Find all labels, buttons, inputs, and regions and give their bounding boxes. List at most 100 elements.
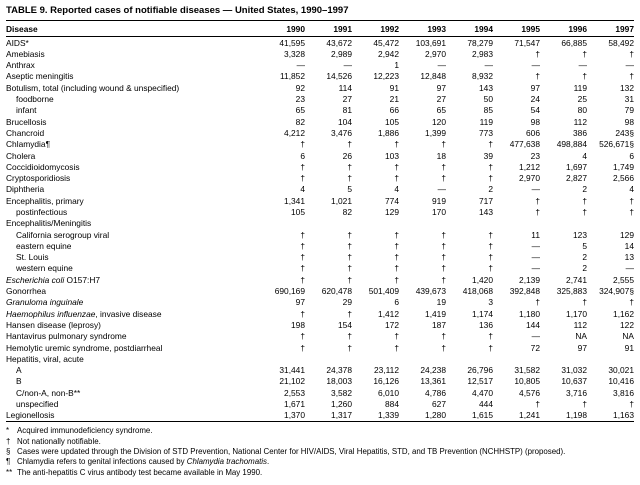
case-count: † — [347, 252, 352, 263]
disease-name: C/non-A, non-B** — [16, 387, 81, 398]
case-count: 1,399 — [425, 127, 446, 138]
case-count: † — [394, 252, 399, 263]
case-count: — — [531, 331, 540, 342]
case-count — [446, 353, 493, 364]
table-row: Hemolytic uremic syndrome, postdiarrheal… — [6, 342, 634, 353]
case-count: 2 — [582, 263, 587, 274]
case-count: 1,749 — [613, 161, 634, 172]
case-count: 12,848 — [420, 71, 446, 82]
case-count: † — [300, 252, 305, 263]
notifiable-diseases-table: Disease 1990 1991 1992 1993 1994 1995 1996 1997 … — [6, 20, 634, 423]
case-count — [305, 218, 352, 229]
case-count — [446, 218, 493, 229]
case-count: † — [582, 195, 587, 206]
case-count: 2 — [582, 252, 587, 263]
case-count — [587, 353, 634, 364]
case-count: 1,021 — [331, 195, 352, 206]
case-count: 114 — [338, 82, 352, 93]
case-count: 12,223 — [373, 71, 399, 82]
case-count: 4 — [300, 184, 305, 195]
column-header-year-1994: 1994 — [446, 20, 493, 37]
case-count: 14 — [624, 240, 634, 251]
case-count: 31,032 — [561, 365, 587, 376]
disease-name: Granuloma inguinale — [6, 297, 84, 308]
case-count: 1,170 — [566, 308, 587, 319]
footnote-marker: ** — [6, 467, 13, 477]
case-count: NA — [622, 331, 634, 342]
disease-name: Hemolytic uremic syndrome, postdiarrheal — [6, 342, 163, 353]
case-count: 1,317 — [331, 410, 352, 421]
case-count: 80 — [577, 105, 587, 116]
case-count: 439,673 — [415, 286, 446, 297]
table-row: Chancroid 4,212 3,476 1,886 1,399 773 606 386 24… — [6, 127, 634, 138]
table-row: Brucellosis 82 104 105 120 119 98 112 98 — [6, 116, 634, 127]
case-count: † — [394, 342, 399, 353]
case-count: 24 — [530, 94, 540, 105]
disease-name: Brucellosis — [6, 116, 47, 127]
case-count: 143 — [479, 207, 493, 217]
case-count — [352, 218, 399, 229]
case-count: 30,021 — [608, 365, 634, 376]
case-count: † — [535, 207, 540, 217]
footnote-marker: § — [6, 446, 11, 456]
case-count — [493, 353, 540, 364]
case-count: 12,517 — [467, 376, 493, 387]
disease-name: Chlamydia¶ — [6, 139, 51, 150]
footnote-text: Not nationally notifiable. — [17, 436, 101, 446]
case-count: † — [347, 229, 352, 240]
case-count: 1,615 — [472, 410, 493, 421]
case-count: 31,582 — [514, 365, 540, 376]
case-count: † — [394, 173, 399, 184]
case-count: † — [535, 48, 540, 59]
case-count: † — [582, 48, 587, 59]
case-count: — — [531, 184, 540, 195]
case-count: † — [300, 229, 305, 240]
table-row: postinfectious 105 82 129 170 143 † † † — [6, 206, 634, 217]
table-row: Cholera 6 26 103 18 39 23 4 6 — [6, 150, 634, 161]
case-count: 98 — [624, 116, 634, 127]
table-row: infant 65 81 66 65 85 54 80 79 — [6, 105, 634, 116]
case-count: † — [488, 252, 493, 263]
case-count: † — [629, 297, 634, 308]
case-count: † — [441, 252, 446, 263]
case-count: † — [300, 173, 305, 184]
case-count: † — [347, 173, 352, 184]
case-count: 1,886 — [378, 127, 399, 138]
table-row: Escherichia coli O157:H7 † † † † 1,420 2,139 2,… — [6, 274, 634, 285]
case-count: † — [394, 274, 399, 285]
disease-name: Diphtheria — [6, 184, 45, 195]
case-count: 24,238 — [420, 365, 446, 376]
case-count: † — [347, 139, 352, 150]
disease-name: Encephalitis, primary — [6, 195, 84, 206]
case-count: 6,010 — [378, 387, 399, 398]
case-count: † — [535, 195, 540, 206]
case-count: 43,672 — [326, 37, 352, 48]
disease-name: Cryptosporidiosis — [6, 173, 71, 184]
column-header-year-1997: 1997 — [587, 20, 634, 37]
disease-name: B — [16, 376, 22, 387]
case-count: — — [531, 252, 540, 263]
case-count: 324,907§ — [599, 286, 634, 297]
case-count: NA — [575, 331, 587, 342]
case-count: 1,260 — [331, 399, 352, 410]
case-count: 16,126 — [373, 376, 399, 387]
table-row: Cryptosporidiosis † † † † † 2,970 2,827 2,566 — [6, 173, 634, 184]
case-count: 45,472 — [373, 37, 399, 48]
case-count: 2,553 — [284, 387, 305, 398]
disease-name: postinfectious — [16, 207, 68, 217]
case-count: † — [300, 342, 305, 353]
case-count: † — [629, 195, 634, 206]
case-count: 198 — [291, 319, 305, 330]
case-count: 50 — [483, 94, 493, 105]
case-count: 8,932 — [472, 71, 493, 82]
table-row: Gonorrhea 690,169 620,478 501,409 439,673 418… — [6, 286, 634, 297]
case-count: † — [441, 331, 446, 342]
case-count: 120 — [432, 116, 446, 127]
case-count: 1 — [394, 60, 399, 71]
case-count: † — [347, 263, 352, 274]
case-count: † — [488, 263, 493, 274]
disease-name: Escherichia coli O157:H7 — [6, 274, 101, 285]
table-row: foodborne 23 27 21 27 50 24 25 31 — [6, 93, 634, 104]
case-count: 79 — [624, 105, 634, 116]
case-count: 243§ — [615, 127, 634, 138]
